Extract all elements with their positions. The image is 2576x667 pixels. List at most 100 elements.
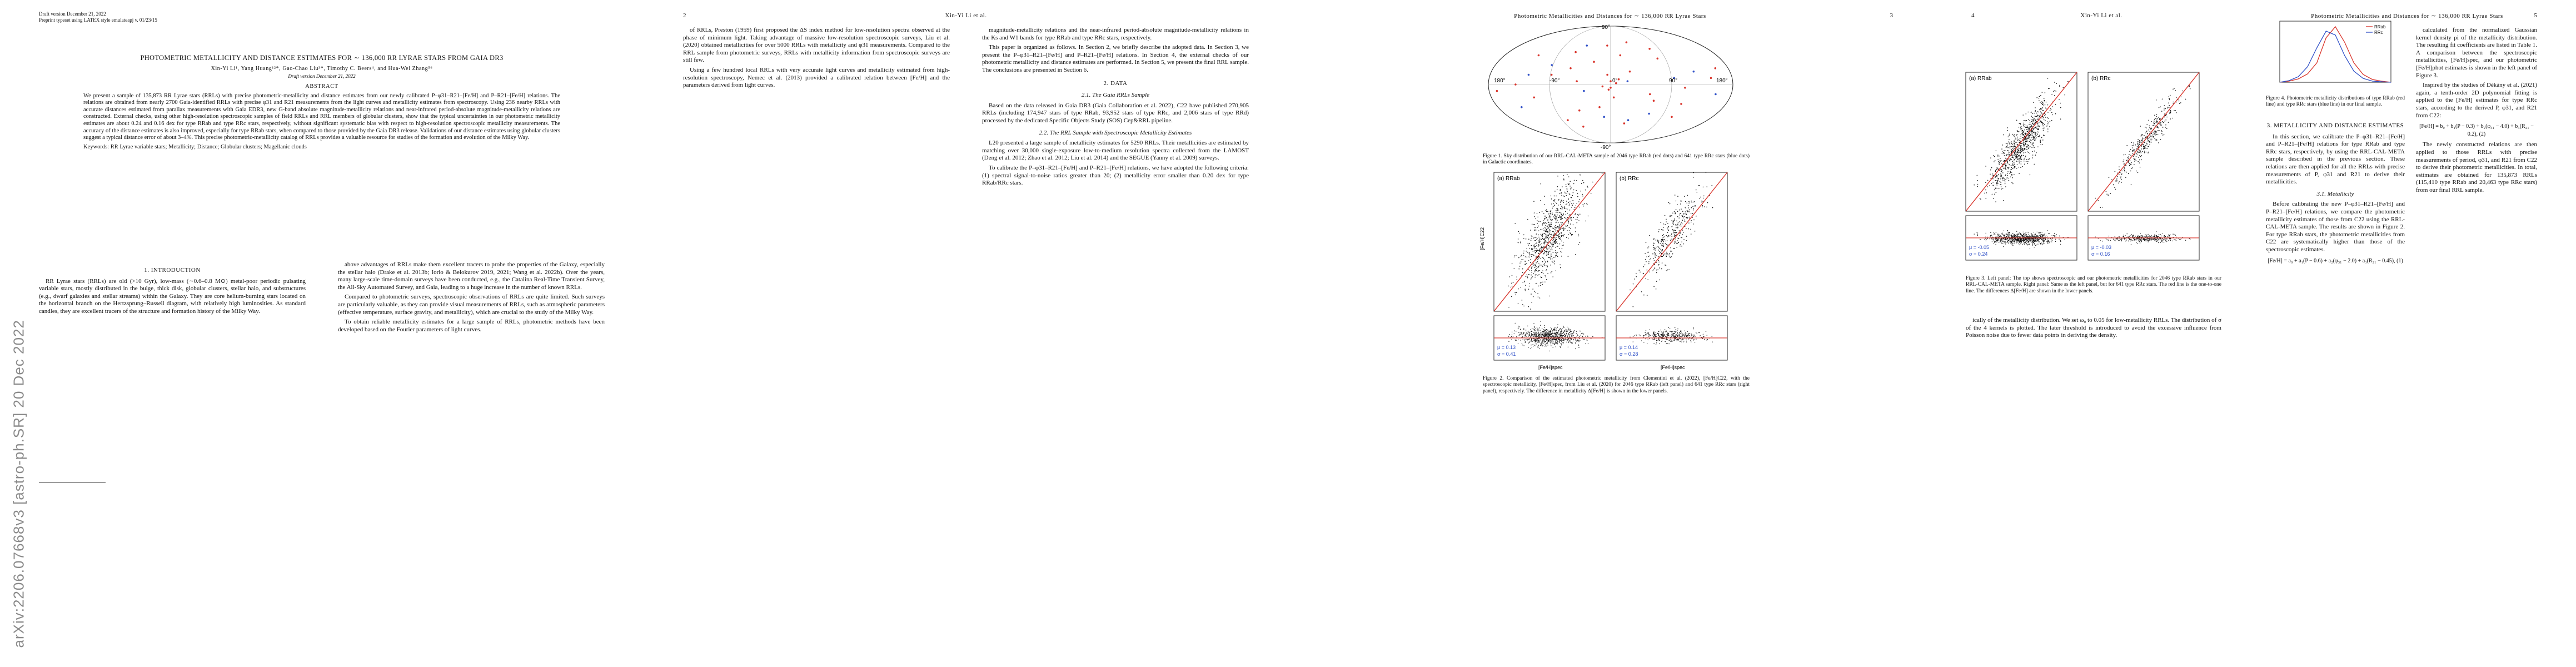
data-point	[1658, 261, 1660, 263]
data-point	[1541, 247, 1542, 248]
data-point	[2032, 121, 2034, 122]
data-point	[2148, 146, 2149, 147]
data-point	[2025, 133, 2027, 134]
data-point	[1534, 264, 1535, 266]
data-point	[1534, 291, 1535, 292]
data-point	[1707, 202, 1708, 203]
residual-point	[1530, 336, 1531, 337]
data-point	[2119, 174, 2120, 175]
residual-point	[2032, 238, 2034, 240]
data-point	[1513, 256, 1515, 258]
draft-version: Draft version December 21, 2022	[288, 73, 356, 79]
data-point	[2130, 184, 2132, 185]
data-point	[1570, 228, 1571, 229]
data-point	[1531, 223, 1533, 225]
data-point	[2035, 132, 2036, 133]
residual-point	[2032, 241, 2034, 242]
data-point	[2154, 138, 2155, 139]
data-point	[1577, 214, 1578, 215]
data-point	[1542, 247, 1543, 248]
running-header: 2 Xin-Yi Li et al.	[683, 12, 1249, 21]
data-point	[2009, 160, 2010, 161]
data-point	[1559, 243, 1561, 245]
data-point	[2032, 151, 2033, 152]
residual-point	[2100, 240, 2101, 241]
data-point	[1701, 201, 1702, 203]
data-point	[2020, 147, 2022, 148]
residual-point	[2039, 235, 2040, 236]
data-point	[1579, 242, 1581, 243]
lon-label: 180°	[1716, 78, 1728, 84]
data-point	[1543, 253, 1544, 255]
data-point	[1561, 206, 1562, 207]
data-point	[2011, 143, 2012, 145]
data-point	[2006, 143, 2008, 145]
data-point	[2139, 159, 2140, 161]
lon-label: 90°	[1669, 78, 1677, 84]
data-point	[2013, 135, 2015, 136]
data-point	[2022, 140, 2024, 141]
data-point	[1539, 237, 1541, 239]
residual-point	[1687, 335, 1688, 336]
data-point	[1544, 218, 1546, 220]
data-point	[1563, 178, 1564, 180]
data-point	[2160, 123, 2161, 125]
data-point	[1989, 185, 1990, 186]
data-point	[1535, 243, 1537, 245]
residual-point	[1575, 343, 1576, 344]
data-point	[1533, 212, 1535, 213]
data-point	[2141, 146, 2142, 147]
data-point	[1571, 207, 1572, 208]
data-point	[1554, 240, 1556, 241]
residual-point	[1647, 332, 1648, 334]
data-point	[2037, 134, 2038, 135]
residual-point	[2026, 240, 2027, 241]
data-point	[1668, 256, 1670, 257]
data-point	[2029, 136, 2030, 137]
data-point	[1702, 206, 1703, 207]
residual-point	[1573, 339, 1574, 340]
data-point	[2025, 144, 2026, 145]
data-point	[2021, 159, 2022, 160]
data-point	[2001, 152, 2003, 154]
residual-point	[1990, 232, 1991, 233]
data-point	[1575, 213, 1576, 215]
residual-point	[1537, 342, 1538, 343]
data-point	[1523, 305, 1524, 307]
data-point	[1556, 203, 1557, 204]
data-point	[2154, 132, 2156, 133]
residual-point	[1582, 332, 1583, 334]
data-point	[2047, 123, 2049, 125]
data-point	[1636, 272, 1637, 274]
data-point	[1568, 198, 1569, 200]
data-point	[1997, 180, 1999, 181]
one-to-one-line	[1965, 72, 2077, 212]
residual-point	[1523, 345, 1524, 346]
page-1: arXiv:2206.07668v3 [astro-ph.SR] 20 Dec …	[0, 0, 644, 667]
data-point	[1992, 173, 1994, 175]
data-point	[2015, 147, 2016, 149]
residual-point	[1538, 338, 1539, 339]
data-point	[2137, 145, 2139, 146]
data-point	[2037, 126, 2038, 127]
data-point	[1687, 217, 1688, 218]
data-point	[1559, 212, 1560, 213]
data-point	[1601, 173, 1603, 174]
data-point	[1568, 227, 1570, 228]
data-point	[1563, 202, 1564, 203]
residual-point	[1532, 334, 1533, 335]
rrab-point	[1623, 122, 1626, 125]
data-point	[1549, 295, 1550, 297]
data-point	[1571, 187, 1572, 188]
data-point	[1999, 160, 2001, 161]
data-point	[1687, 205, 1689, 206]
data-point	[1657, 246, 1659, 247]
data-point	[2141, 141, 2143, 142]
draft-info: Draft version December 21, 2022 Preprint…	[39, 11, 157, 23]
data-point	[1557, 252, 1558, 253]
data-point	[2106, 193, 2107, 195]
data-point	[1674, 218, 1675, 220]
data-point	[1666, 221, 1667, 222]
data-point	[1566, 201, 1567, 202]
data-point	[1511, 286, 1513, 287]
